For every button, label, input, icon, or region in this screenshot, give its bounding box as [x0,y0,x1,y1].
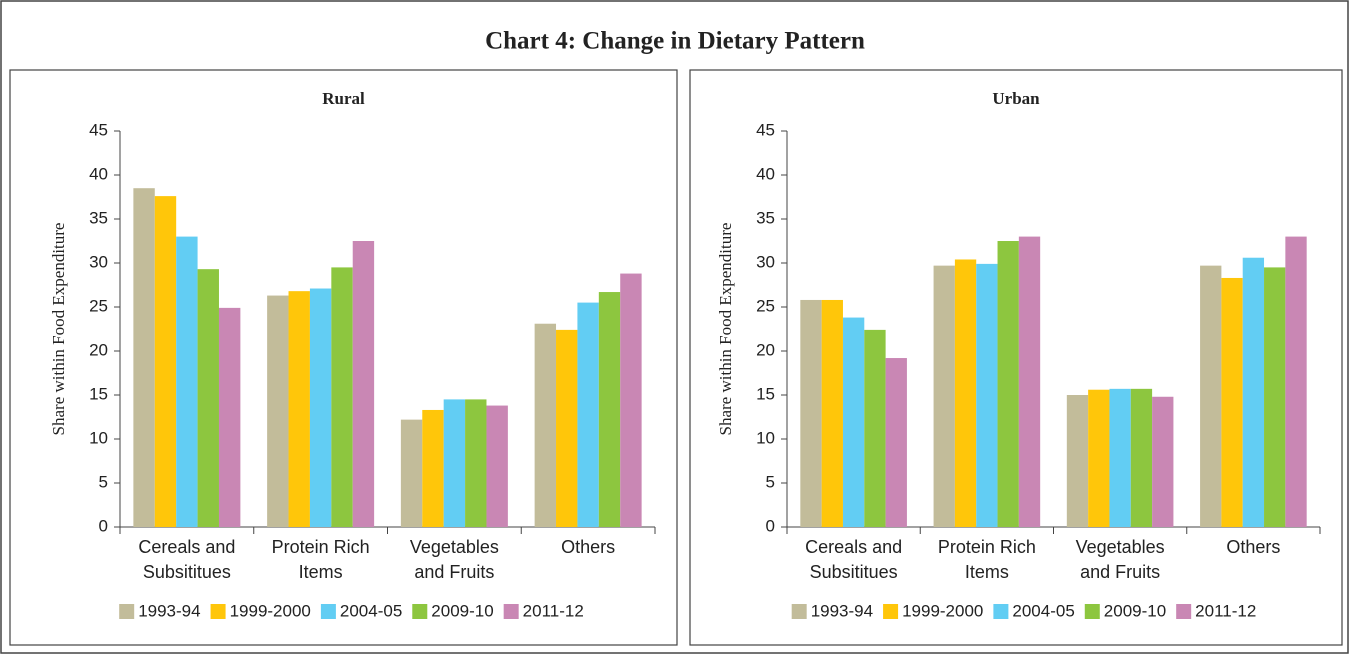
bar [1152,396,1174,527]
y-tick-label: 35 [89,208,108,227]
bar [197,269,219,527]
legend-swatch [503,604,519,619]
y-tick-label: 0 [99,516,108,535]
bar [1242,257,1265,527]
bar [486,405,508,527]
bar [1264,267,1286,527]
y-tick-label: 10 [89,428,108,447]
bar [1018,236,1041,527]
bar [1088,389,1110,527]
bar [1109,388,1131,527]
legend-label: 1993-94 [138,601,200,620]
bar [154,196,177,527]
x-tick-label: Others [1226,537,1281,557]
y-tick-label: 5 [99,472,108,491]
x-tick-label: Protein Rich Items [937,537,1036,582]
bar [933,265,955,527]
bar [800,299,822,527]
panel-frame [9,69,678,646]
bar [422,409,444,527]
x-tick-label: Others [561,537,616,557]
legend-label: 1999-2000 [230,601,311,620]
y-tick-label: 10 [756,428,775,447]
legend-label: 1999-2000 [902,601,983,620]
bar [864,329,886,527]
y-tick-label: 0 [766,516,775,535]
chart-title: Chart 4: Change in Dietary Pattern [485,28,865,55]
bar [1285,236,1307,527]
panel-frame [689,69,1343,646]
bar [997,241,1019,527]
bar [288,291,310,527]
y-axis-label: Share within Food Expenditure [716,223,735,436]
bar [885,358,907,527]
y-tick-label: 25 [89,296,108,315]
bar [1066,395,1089,527]
x-tick-label: Protein Rich Items [271,537,370,582]
bar [352,241,375,527]
legend-label: 2011-12 [523,601,584,620]
legend-swatch [412,604,428,619]
legend-swatch [1176,604,1192,619]
y-tick-label: 45 [89,120,108,139]
bar [1221,277,1243,527]
y-axis-label: Share within Food Expenditure [49,223,68,436]
y-tick-label: 35 [756,208,775,227]
bar [577,302,599,527]
y-tick-label: 30 [756,252,775,271]
legend-label: 2009-10 [1104,601,1166,620]
bar [821,299,843,527]
legend-swatch [883,604,899,619]
bar [842,317,865,527]
panel-title: Urban [992,89,1040,108]
legend-swatch [210,604,226,619]
bar [267,295,289,527]
y-tick-label: 30 [89,252,108,271]
y-tick-label: 15 [756,384,775,403]
y-tick-label: 20 [89,340,108,359]
legend-swatch [1084,604,1100,619]
bar [176,236,198,527]
bar [598,292,621,527]
legend-swatch [791,604,807,619]
y-tick-label: 40 [89,164,108,183]
y-tick-label: 15 [89,384,108,403]
legend-swatch [320,604,336,619]
panel-title: Rural [322,89,365,108]
y-tick-label: 5 [766,472,775,491]
x-tick-label: Cereals and Subsititues [805,537,903,582]
x-tick-label: Vegetables and Fruits [1075,537,1165,582]
bar [954,259,977,527]
legend-swatch [993,604,1009,619]
bar [465,399,487,527]
x-tick-label: Cereals and Subsititues [138,537,236,582]
bar [1130,388,1153,527]
legend-label: 2004-05 [1012,601,1074,620]
bar [218,307,241,527]
legend-swatch [119,604,135,619]
bar [133,188,155,527]
bar [443,399,466,527]
bar [556,329,578,527]
x-tick-label: Vegetables and Fruits [409,537,499,582]
bar [620,273,642,527]
bar [400,419,423,527]
bar [331,267,353,527]
legend-label: 2009-10 [431,601,493,620]
bar [1200,265,1222,527]
bar [534,323,557,527]
legend-label: 1993-94 [811,601,873,620]
y-tick-label: 20 [756,340,775,359]
y-tick-label: 45 [756,120,775,139]
legend-label: 2004-05 [340,601,402,620]
y-tick-label: 40 [756,164,775,183]
bar [976,263,998,527]
bar [309,288,332,527]
y-tick-label: 25 [756,296,775,315]
legend-label: 2011-12 [1195,601,1256,620]
